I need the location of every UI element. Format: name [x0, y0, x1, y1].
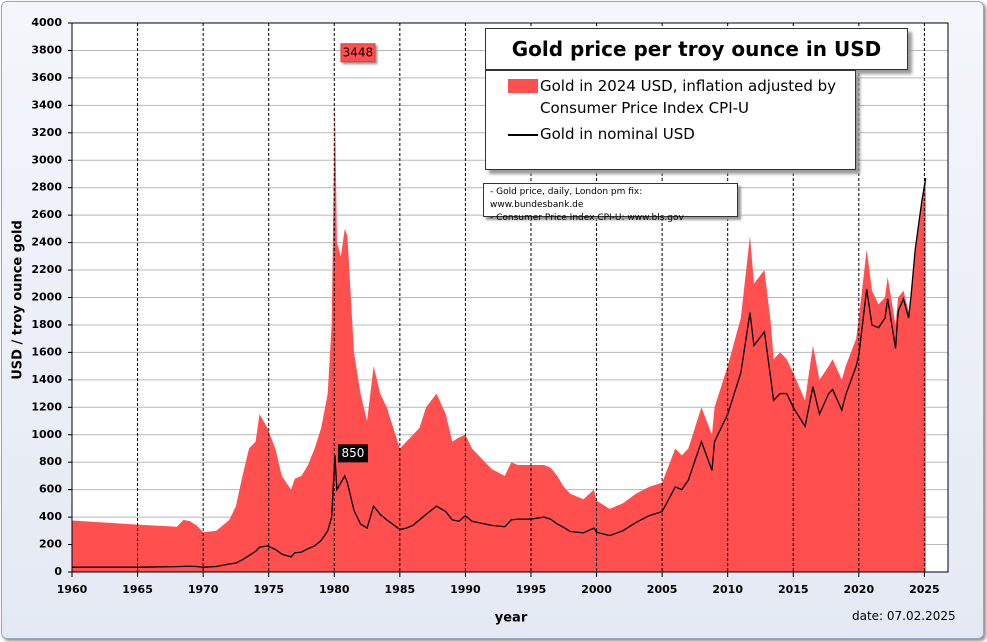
- y-tick-label: 1000: [31, 428, 62, 441]
- annotation-label: 850: [341, 446, 364, 460]
- x-tick-label: 1990: [450, 583, 481, 596]
- x-tick-label: 2015: [778, 583, 809, 596]
- y-tick-label: 3000: [31, 153, 62, 166]
- x-tick-label: 1965: [122, 583, 153, 596]
- y-tick-label: 400: [39, 510, 62, 523]
- y-tick-label: 3200: [31, 126, 62, 139]
- y-tick-label: 1800: [31, 318, 62, 331]
- x-tick-label: 1960: [57, 583, 88, 596]
- x-tick-label: 1975: [253, 583, 284, 596]
- y-tick-label: 1600: [31, 345, 62, 358]
- legend-label: Gold in nominal USD: [540, 125, 695, 143]
- y-tick-label: 1200: [31, 400, 62, 413]
- x-tick-label: 1985: [385, 583, 416, 596]
- source-line: - Consumer Price Index CPI-U: www.bls.go…: [490, 213, 684, 223]
- sources: - Gold price, daily, London pm fix: www.…: [483, 183, 738, 223]
- y-axis-label: USD / troy ounce gold: [11, 220, 26, 380]
- x-tick-label: 2000: [581, 583, 612, 596]
- x-axis-label: year: [495, 611, 528, 626]
- legend-entry: Gold in nominal USD: [508, 123, 838, 145]
- y-tick-label: 600: [39, 483, 62, 496]
- annotation-box: [340, 43, 376, 63]
- x-tick-label: 1970: [188, 583, 219, 596]
- legend: Gold in 2024 USD, inflation adjusted by …: [485, 70, 856, 170]
- y-tick-label: 2800: [31, 181, 62, 194]
- x-tick-label: 2025: [909, 583, 940, 596]
- y-tick-label: 200: [39, 538, 62, 551]
- date-note: date: 07.02.2025: [852, 609, 956, 623]
- y-tick-label: 2000: [31, 291, 62, 304]
- y-tick-label: 2600: [31, 208, 62, 221]
- y-tick-label: 3800: [31, 43, 62, 56]
- legend-entry: Gold in 2024 USD, inflation adjusted by …: [508, 75, 838, 119]
- plot-border: [71, 22, 949, 573]
- x-tick-label: 1980: [319, 583, 350, 596]
- area: [72, 98, 926, 572]
- chart-title: Gold price per troy ounce in USD: [485, 28, 908, 70]
- x-tick-label: 2010: [712, 583, 743, 596]
- x-tick-label: 1995: [516, 583, 547, 596]
- x-tick-label: 2020: [844, 583, 875, 596]
- legend-swatch: [508, 79, 538, 93]
- source-line: - Gold price, daily, London pm fix: www.…: [490, 187, 643, 210]
- legend-swatch: [508, 134, 538, 136]
- y-tick-label: 0: [54, 565, 62, 578]
- y-tick-label: 2200: [31, 263, 62, 276]
- y-tick-label: 800: [39, 455, 62, 468]
- y-tick-label: 1400: [31, 373, 62, 386]
- annotation-label: 3448: [343, 45, 374, 59]
- y-tick-label: 4000: [31, 16, 62, 29]
- y-tick-label: 3400: [31, 98, 62, 111]
- line: [72, 177, 927, 568]
- y-tick-label: 2400: [31, 236, 62, 249]
- y-tick-label: 3600: [31, 71, 62, 84]
- x-tick-label: 2005: [647, 583, 678, 596]
- legend-label: Gold in 2024 USD, inflation adjusted by …: [540, 77, 837, 117]
- annotation-box: [337, 444, 368, 463]
